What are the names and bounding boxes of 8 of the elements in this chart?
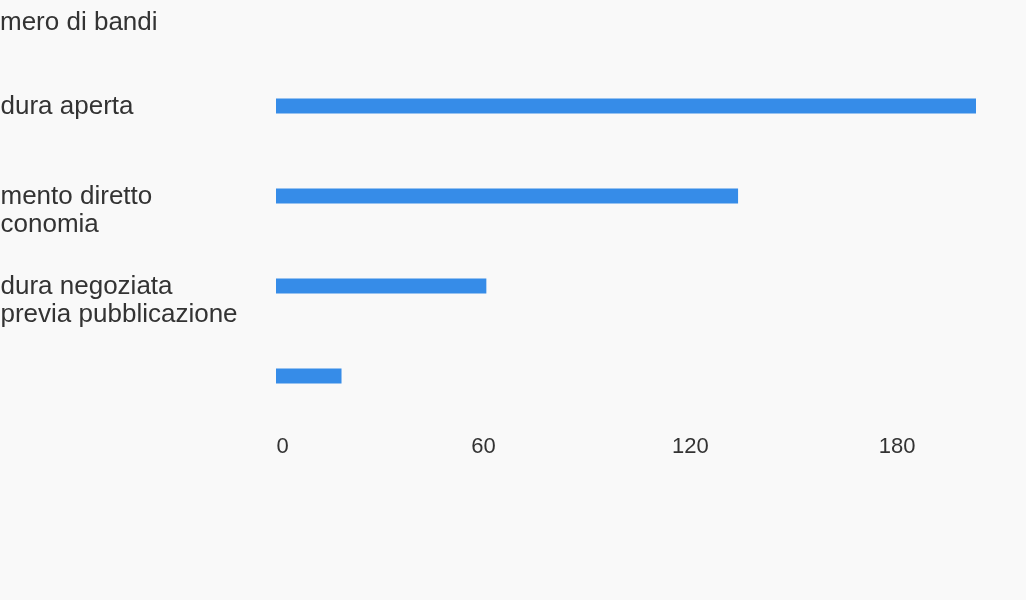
- x-tick-label: 0: [276, 432, 289, 458]
- chart-title: mero di bandi: [0, 6, 158, 36]
- y-tick-label: dura negoziata previa pubblicazione: [0, 270, 238, 328]
- x-tick-label: 60: [471, 432, 496, 458]
- x-tick-label: 180: [878, 432, 916, 458]
- x-tick-label: 120: [671, 432, 709, 458]
- y-tick-label: dura aperta: [0, 90, 135, 120]
- y-tick-label: mento diretto conomia: [0, 180, 153, 238]
